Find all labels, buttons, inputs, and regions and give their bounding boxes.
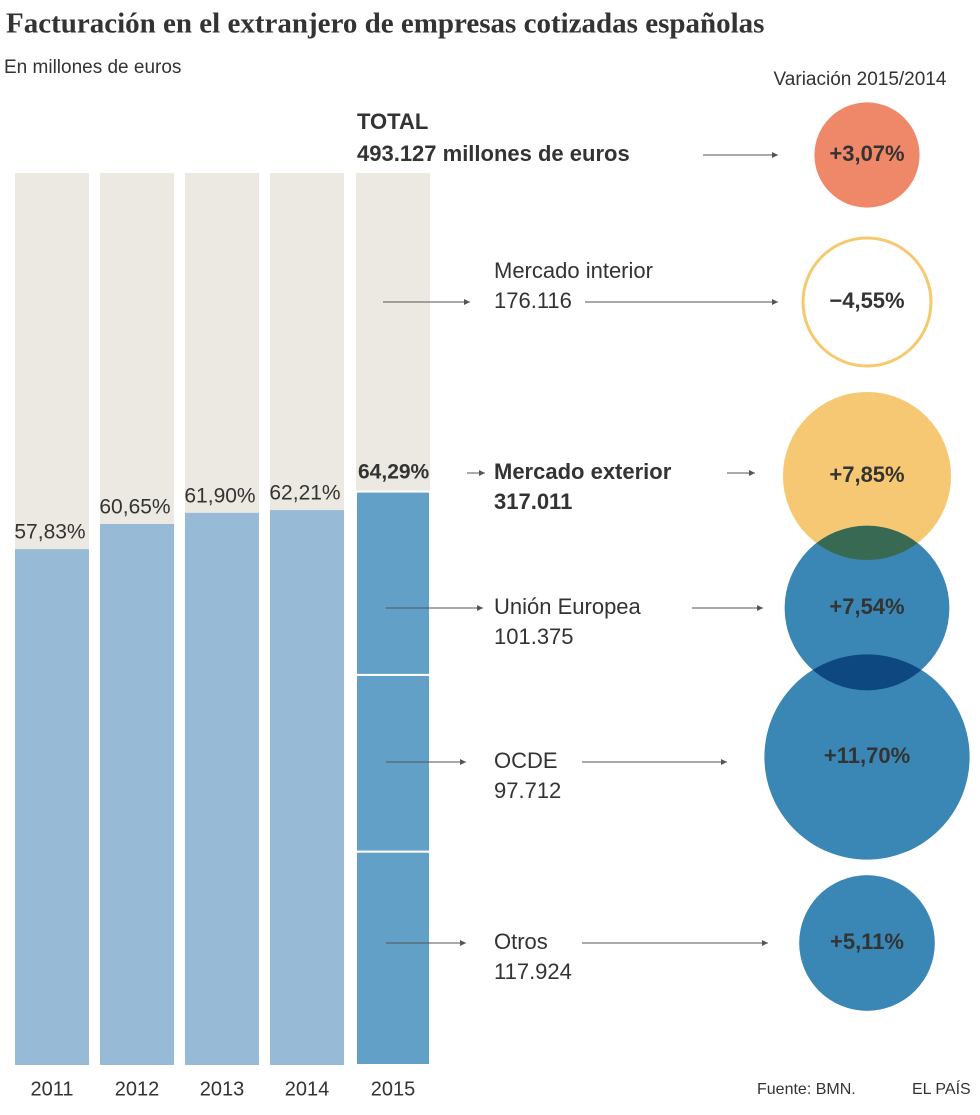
segment xyxy=(355,673,431,853)
row-name: Otros xyxy=(494,929,548,954)
source: Fuente: BMN. xyxy=(757,1081,856,1098)
x-tick-label: 2015 xyxy=(371,1078,416,1100)
bubble-label: +7,54% xyxy=(829,594,904,619)
bubble xyxy=(784,525,950,691)
row-value: 101.375 xyxy=(494,624,574,649)
segment xyxy=(355,490,431,676)
row-value: 117.924 xyxy=(494,959,572,984)
bubble xyxy=(799,875,935,1011)
value-label: 64,29% xyxy=(358,461,430,484)
row-name: Mercado exterior xyxy=(494,459,672,484)
value-label: 61,90% xyxy=(184,484,255,507)
bubble-label: +7,85% xyxy=(829,462,904,487)
bar xyxy=(270,510,344,1065)
row-value: 176.116 xyxy=(494,288,572,313)
x-tick-label: 2011 xyxy=(30,1078,73,1100)
bubble-label: +5,11% xyxy=(830,929,904,954)
x-tick-label: 2013 xyxy=(200,1078,245,1100)
bar xyxy=(185,512,259,1065)
bar xyxy=(15,549,89,1065)
bar xyxy=(100,524,174,1065)
subtitle: En millones de euros xyxy=(4,57,181,78)
row-name: Unión Europea xyxy=(494,594,642,619)
bubble xyxy=(801,236,933,368)
title: Facturación en el extranjero de empresas… xyxy=(6,8,764,40)
bubble-label: −4,55% xyxy=(829,288,904,313)
bubble-label: +3,07% xyxy=(829,141,904,166)
row-name: TOTAL xyxy=(357,109,428,134)
x-tick-label: 2014 xyxy=(285,1078,330,1100)
row-value: 97.712 xyxy=(494,778,561,803)
row-value: 493.127 millones de euros xyxy=(357,141,630,166)
arrows xyxy=(383,152,778,946)
row-value: 317.011 xyxy=(494,489,572,514)
row-name: OCDE xyxy=(494,748,558,773)
change-header: Variación 2015/2014 xyxy=(774,69,947,90)
bubble xyxy=(814,102,920,208)
segment xyxy=(355,850,431,1067)
row-name: Mercado interior xyxy=(494,258,653,283)
bubble xyxy=(782,391,952,561)
bubble-label: +11,70% xyxy=(824,743,910,768)
value-label: 57,83% xyxy=(14,521,85,544)
brand: EL PAÍS xyxy=(912,1079,971,1098)
value-label: 62,21% xyxy=(269,482,340,505)
x-tick-label: 2012 xyxy=(115,1078,160,1100)
bubble xyxy=(764,654,970,860)
value-label: 60,65% xyxy=(99,496,170,519)
